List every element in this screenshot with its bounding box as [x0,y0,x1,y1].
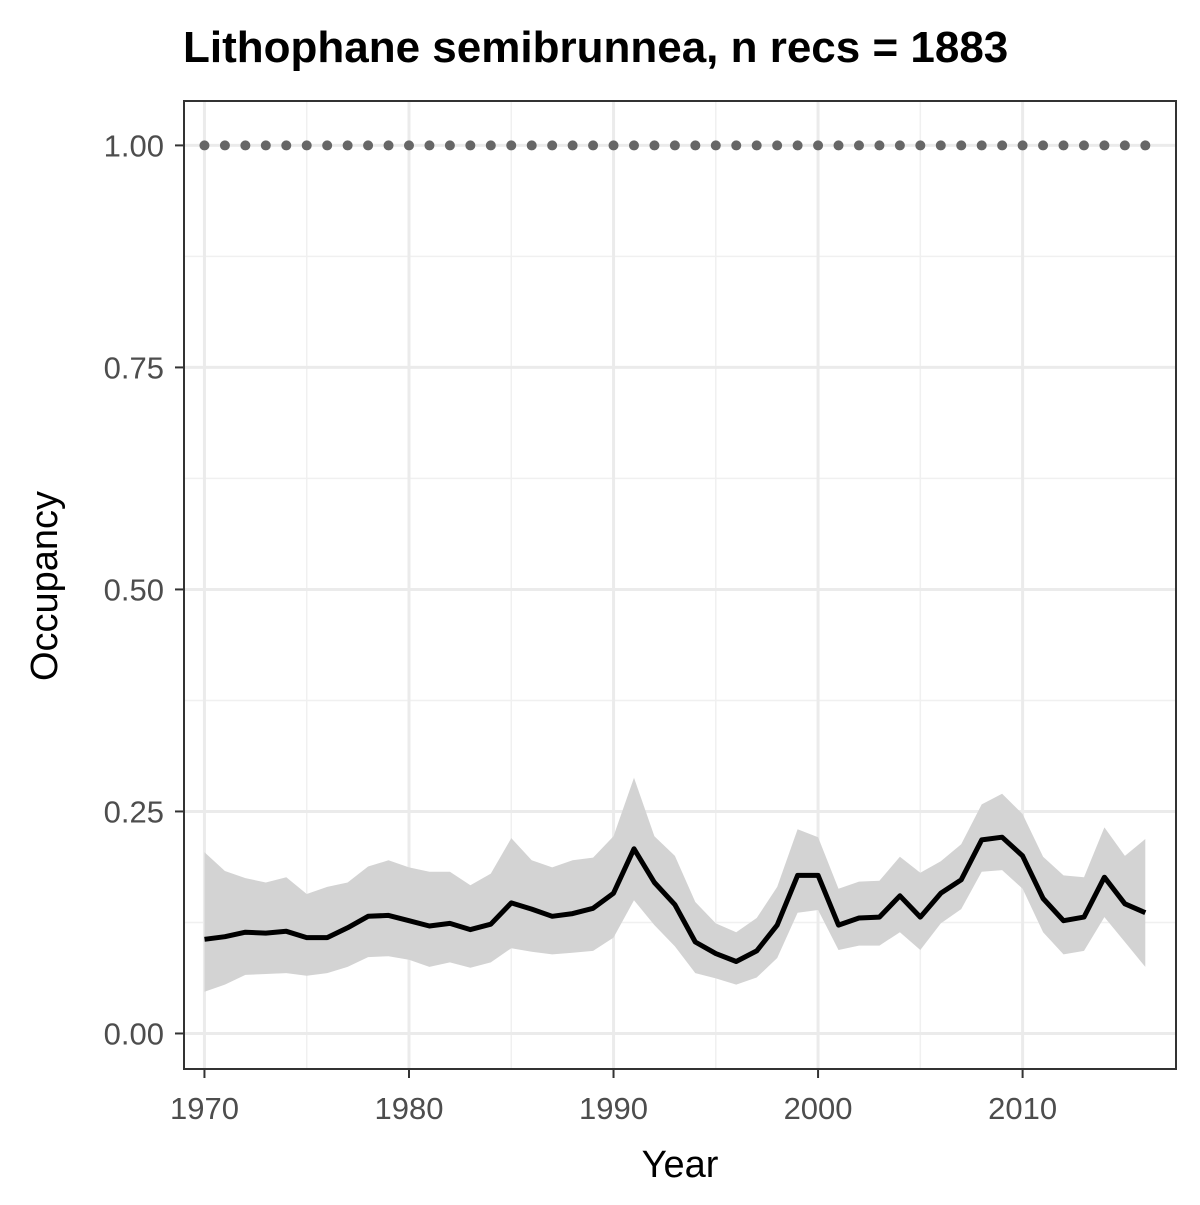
reference-point [1059,140,1069,150]
y-axis: 0.00 0.25 0.50 0.75 1.00 [104,128,184,1051]
y-tick-label: 1.00 [104,128,164,163]
reference-point [609,140,619,150]
reference-point [281,140,291,150]
reference-point [1140,140,1150,150]
reference-point [793,140,803,150]
reference-point [568,140,578,150]
reference-point [424,140,434,150]
reference-point [506,140,516,150]
reference-point [547,140,557,150]
y-tick-label: 0.25 [104,794,164,829]
reference-point [302,140,312,150]
reference-point [527,140,537,150]
reference-point [199,140,209,150]
x-tick-label: 1970 [170,1091,239,1126]
reference-point [690,140,700,150]
reference-point [977,140,987,150]
reference-point [1018,140,1028,150]
reference-point [322,140,332,150]
reference-point [752,140,762,150]
reference-point [874,140,884,150]
y-tick-label: 0.50 [104,572,164,607]
reference-point [813,140,823,150]
reference-point [711,140,721,150]
reference-point [261,140,271,150]
reference-point [956,140,966,150]
reference-point [220,140,230,150]
reference-point [731,140,741,150]
reference-point [670,140,680,150]
chart-title: Lithophane semibrunnea, n recs = 1883 [183,23,1008,72]
reference-point [486,140,496,150]
reference-point [936,140,946,150]
reference-point [1038,140,1048,150]
reference-point [404,140,414,150]
reference-point [629,140,639,150]
x-tick-label: 2000 [784,1091,853,1126]
reference-point [649,140,659,150]
reference-point [997,140,1007,150]
reference-point [1079,140,1089,150]
x-axis: 1970 1980 1990 2000 2010 [170,1069,1057,1126]
reference-point [240,140,250,150]
reference-point [384,140,394,150]
x-tick-label: 1980 [375,1091,444,1126]
reference-point [772,140,782,150]
reference-point [854,140,864,150]
y-tick-label: 0.75 [104,350,164,385]
reference-point [465,140,475,150]
reference-point [915,140,925,150]
y-axis-title: Occupancy [24,491,66,681]
x-axis-title: Year [642,1144,719,1186]
reference-point [834,140,844,150]
reference-point [363,140,373,150]
reference-point [895,140,905,150]
reference-point [588,140,598,150]
y-tick-label: 0.00 [104,1016,164,1051]
reference-point [445,140,455,150]
x-tick-label: 2010 [988,1091,1057,1126]
reference-point [1120,140,1130,150]
x-tick-label: 1990 [579,1091,648,1126]
reference-point [1099,140,1109,150]
reference-point [343,140,353,150]
